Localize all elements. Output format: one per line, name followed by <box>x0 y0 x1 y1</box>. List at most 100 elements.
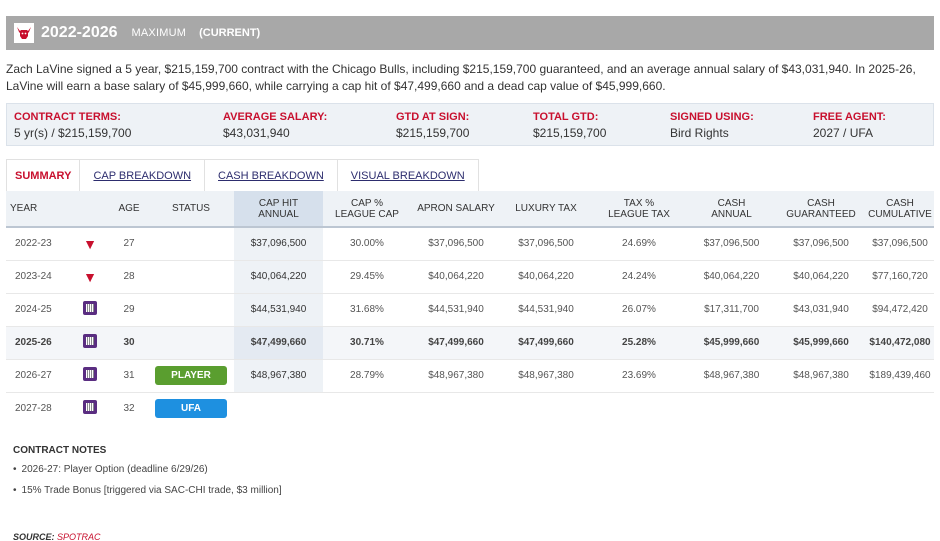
term-label: AVERAGE SALARY: <box>223 111 328 123</box>
cell-year: 2025-26 <box>6 326 70 360</box>
col-cap-hit: CAP HIT ANNUAL <box>234 191 323 228</box>
term-average-salary: AVERAGE SALARY: $43,031,940 <box>223 111 327 140</box>
cell-team: ▼ <box>70 260 110 294</box>
cell-cash-gtd: $37,096,500 <box>776 227 866 261</box>
cell-team <box>70 326 110 360</box>
col-cash-annual-line2: ANNUAL <box>711 208 752 220</box>
table-row: 2024-25 29 $44,531,940 31.68% $44,531,94… <box>6 293 934 327</box>
term-label: GTD AT SIGN: <box>396 111 470 123</box>
cell-tax-pct: 24.69% <box>591 227 687 261</box>
col-cash-gtd-line2: GUARANTEED <box>786 208 856 220</box>
cell-year: 2027-28 <box>15 403 52 415</box>
cell-tax-pct: 24.24% <box>591 260 687 294</box>
cell-apron: $40,064,220 <box>411 260 501 294</box>
col-cash-annual-line1: CASH <box>717 197 746 209</box>
term-contract-terms: CONTRACT TERMS: 5 yr(s) / $215,159,700 <box>14 111 131 140</box>
cell-cash-cum: $140,472,080 <box>866 326 934 360</box>
cell-cap-pct: 31.68% <box>323 293 411 327</box>
contract-note: 2026-27: Player Option (deadline 6/29/26… <box>13 464 282 475</box>
cell-tax-pct: 25.28% <box>591 326 687 360</box>
col-cap-hit-line2: ANNUAL <box>258 208 299 220</box>
cell-cash-cum <box>866 392 934 425</box>
table-row: 2027-28 32 UFA <box>6 392 934 425</box>
cell-cash-cum: $77,160,720 <box>866 260 934 294</box>
term-value: $215,159,700 <box>533 126 607 140</box>
bulls-logo-icon <box>14 23 34 43</box>
term-value: $215,159,700 <box>396 126 470 140</box>
term-value: Bird Rights <box>670 126 729 140</box>
contract-notes-title: CONTRACT NOTES <box>13 445 107 456</box>
col-tax-pct-line2: LEAGUE TAX <box>608 208 670 220</box>
cell-cash-gtd: $45,999,660 <box>776 326 866 360</box>
source-link[interactable]: SPOTRAC <box>57 532 101 541</box>
table-row: 2026-27 31 PLAYER $48,967,380 28.79% $48… <box>6 359 934 393</box>
cell-luxury <box>501 392 591 425</box>
contract-current-label: (CURRENT) <box>199 27 261 39</box>
tab-cap-breakdown[interactable]: CAP BREAKDOWN <box>80 160 206 192</box>
col-status: STATUS <box>148 191 234 228</box>
kings-icon <box>83 367 97 381</box>
cell-year: 2022-23 <box>6 227 70 261</box>
cell-team <box>70 392 110 425</box>
cell-team <box>70 359 110 393</box>
term-label: CONTRACT TERMS: <box>14 111 121 123</box>
cell-cap-hit: $44,531,940 <box>234 293 323 327</box>
col-cash-annual: CASH ANNUAL <box>687 191 776 228</box>
cell-age: 31 <box>110 359 148 393</box>
cell-cash-annual: $45,999,660 <box>687 326 776 360</box>
term-label: SIGNED USING: <box>670 111 754 123</box>
col-year: YEAR <box>6 191 70 228</box>
kings-icon <box>83 334 97 348</box>
term-signed-using: SIGNED USING: Bird Rights <box>670 111 754 140</box>
col-cash-cumulative: CASH CUMULATIVE <box>866 191 934 228</box>
cell-status <box>148 293 234 327</box>
cell-cap-hit: $48,967,380 <box>234 359 323 393</box>
tab-cash-breakdown[interactable]: CASH BREAKDOWN <box>205 160 338 192</box>
term-total-gtd: TOTAL GTD: $215,159,700 <box>533 111 606 140</box>
cell-cash-annual: $40,064,220 <box>687 260 776 294</box>
cell-apron: $44,531,940 <box>411 293 501 327</box>
cell-team <box>70 293 110 327</box>
contract-note: 15% Trade Bonus [triggered via SAC-CHI t… <box>13 485 282 496</box>
player-option-badge: PLAYER <box>155 366 227 385</box>
cell-tax-pct: 23.69% <box>591 359 687 393</box>
cell-status <box>148 227 234 261</box>
contract-terms-bar: CONTRACT TERMS: 5 yr(s) / $215,159,700 A… <box>6 103 934 146</box>
col-cap-pct-line2: LEAGUE CAP <box>335 208 399 220</box>
cell-tax-pct <box>591 392 687 425</box>
col-tax-pct-line1: TAX % <box>623 197 655 209</box>
ufa-badge: UFA <box>155 399 227 419</box>
table-row-current: 2025-26 30 $47,499,660 30.71% $47,499,66… <box>6 326 934 360</box>
col-team <box>70 191 110 228</box>
cell-apron: $47,499,660 <box>411 326 501 360</box>
tab-visual-breakdown[interactable]: VISUAL BREAKDOWN <box>350 170 465 182</box>
cell-cash-gtd: $40,064,220 <box>776 260 866 294</box>
cell-apron: $48,967,380 <box>411 359 501 393</box>
cell-luxury: $47,499,660 <box>501 326 591 360</box>
cell-cash-gtd: $43,031,940 <box>776 293 866 327</box>
col-apron-salary: APRON SALARY <box>411 191 501 228</box>
col-cash-guaranteed: CASH GUARANTEED <box>776 191 866 228</box>
cell-cash-annual <box>687 392 776 425</box>
cell-year: 2026-27 <box>6 359 70 393</box>
cell-age: 29 <box>110 293 148 327</box>
cell-status: PLAYER <box>148 359 234 393</box>
contract-description: Zach LaVine signed a 5 year, $215,159,70… <box>6 62 916 93</box>
cell-cash-cum: $94,472,420 <box>866 293 934 327</box>
cell-apron: $37,096,500 <box>411 227 501 261</box>
tab-summary[interactable]: SUMMARY <box>7 160 81 192</box>
cell-age: 32 <box>123 403 135 415</box>
col-cap-hit-line1: CAP HIT <box>258 197 299 209</box>
col-tax-pct: TAX % LEAGUE TAX <box>591 191 687 228</box>
cell-status <box>148 326 234 360</box>
contract-table: YEAR AGE STATUS CAP HIT ANNUAL CAP % LEAGU… <box>6 191 934 425</box>
cell-cash-cum: $189,439,460 <box>866 359 934 393</box>
source-label: SOURCE: <box>13 532 55 541</box>
cell-year: 2023-24 <box>6 260 70 294</box>
term-free-agent: FREE AGENT: 2027 / UFA <box>813 111 886 140</box>
cell-luxury: $48,967,380 <box>501 359 591 393</box>
source-line: SOURCE: SPOTRAC <box>13 532 101 541</box>
term-value: 5 yr(s) / $215,159,700 <box>14 126 132 140</box>
col-cash-cum-line2: CUMULATIVE <box>868 208 932 220</box>
contract-header: 2022-2026 MAXIMUM (CURRENT) <box>6 16 934 50</box>
